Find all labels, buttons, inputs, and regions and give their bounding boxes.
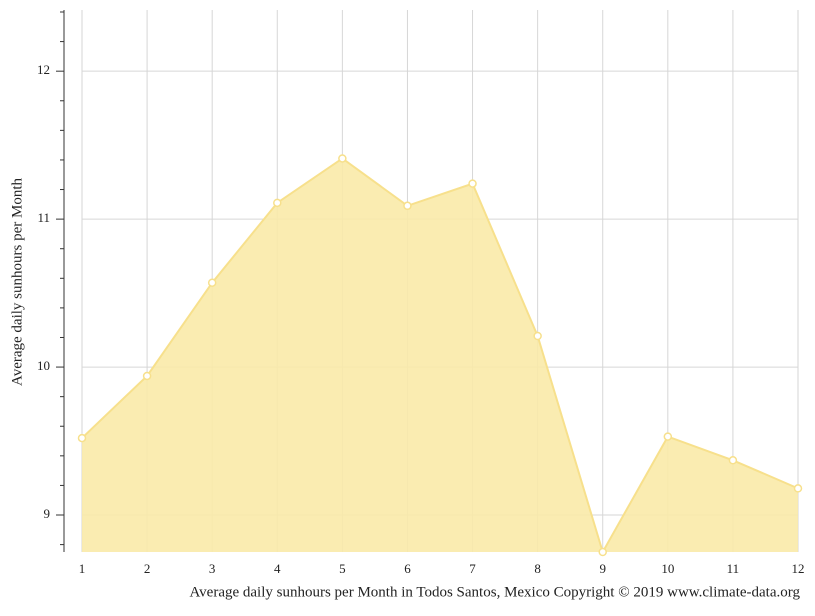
y-tick-label: 10 <box>37 358 50 373</box>
x-tick-label: 7 <box>469 561 476 576</box>
point <box>142 371 152 381</box>
point <box>403 201 412 211</box>
area <box>82 158 798 552</box>
point <box>728 456 738 465</box>
point <box>598 547 607 557</box>
chart-title: Average daily sunhours per Month in Todo… <box>189 584 800 600</box>
y-tick-label: 9 <box>44 506 51 521</box>
point <box>663 432 673 441</box>
x-tick-label: 12 <box>792 561 805 576</box>
x-tick-label: 5 <box>339 561 346 576</box>
x-tick-label: 2 <box>144 561 151 576</box>
point <box>468 179 477 188</box>
y-tick-label: 11 <box>37 210 50 225</box>
x-tick-label: 3 <box>209 561 216 576</box>
line <box>81 157 799 555</box>
point <box>273 198 282 208</box>
y-tick-label: 12 <box>37 62 50 77</box>
x-tick-label: 1 <box>79 561 86 576</box>
point <box>207 278 217 287</box>
point <box>533 331 542 341</box>
x-tick-label: 11 <box>727 561 740 576</box>
point <box>77 433 87 443</box>
x-tick-label: 9 <box>599 561 606 576</box>
x-tick-label: 4 <box>274 561 281 576</box>
x-tick-label: 10 <box>661 561 674 576</box>
point <box>793 484 803 493</box>
x-tick-label: 6 <box>404 561 411 576</box>
x-tick-label: 8 <box>534 561 541 576</box>
point <box>338 154 347 163</box>
y-axis-label: Average daily sunhours per Month <box>9 178 25 387</box>
